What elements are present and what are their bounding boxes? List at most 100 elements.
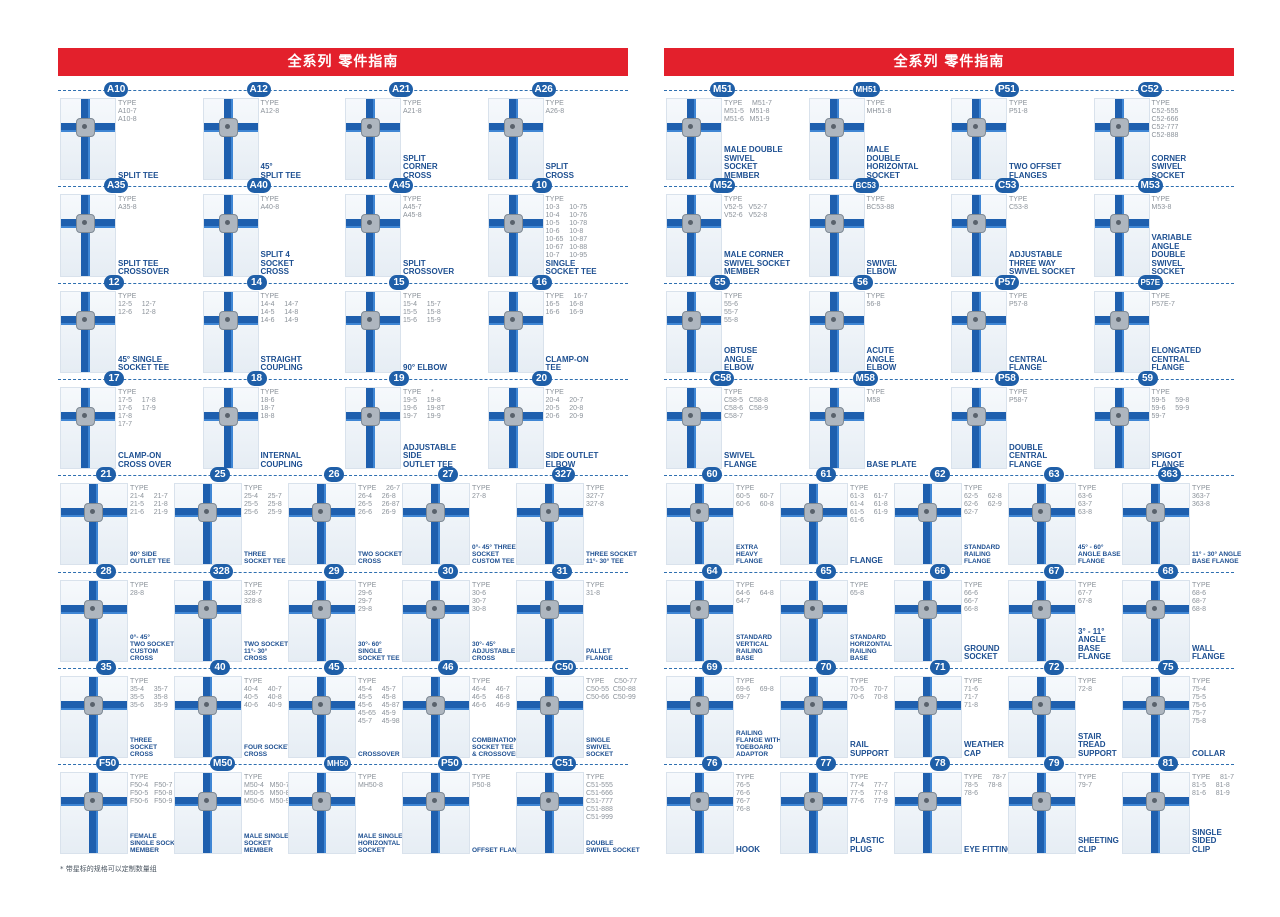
- catalog-row: F50 TYPE F50-4 F50-7 F50-5 F50-8 F50-6 F5…: [58, 756, 640, 856]
- product-card[interactable]: C50 TYPE C50-77 C50-55 C50-88 C50-66 C50-…: [514, 659, 637, 760]
- product-card[interactable]: 60 TYPE 60-5 60-7 60-6 60-8 EXTRA HEAVY FL…: [664, 467, 774, 567]
- product-card[interactable]: 10 TYPE 10-3 10-75 10-4 10-76 10-5 10-78 …: [486, 178, 625, 278]
- product-card[interactable]: A21 TYPE A21-8 SPLIT CORNER CROSS: [343, 82, 482, 182]
- product-card[interactable]: P57E TYPE P57E-7 ELONGATED CENTRAL FLANGE: [1092, 274, 1231, 375]
- type-codes: TYPE 69-6 69-8 69-7: [736, 677, 774, 701]
- product-card[interactable]: C58 TYPE C58-5 C58-8 C58-6 C58-9 C58-7 SWI…: [664, 370, 803, 471]
- product-card[interactable]: MH50 TYPE MH50-8 MALE SINGLE HORIZONTAL SO…: [286, 756, 402, 856]
- product-card[interactable]: 76 TYPE 76-5 76-6 76-7 76-8 HOOK: [664, 756, 774, 856]
- product-card[interactable]: 28 TYPE 28-8 0°- 45° TWO SOCKET CUSTOM CRO…: [58, 563, 174, 664]
- product-photo: [894, 675, 962, 759]
- product-card[interactable]: 75 TYPE 75-4 75-5 75-6 75-7 75-8 COLLAR: [1120, 659, 1230, 760]
- product-card[interactable]: 21 TYPE 21-4 21-7 21-5 21-8 21-6 21-9 90° …: [58, 467, 170, 567]
- product-card[interactable]: P57 TYPE P57-8 CENTRAL FLANGE: [949, 274, 1088, 375]
- product-info: TYPE C53-8 ADJUSTABLE THREE WAY SWIVEL SO…: [1009, 196, 1086, 276]
- product-card[interactable]: C53 TYPE C53-8 ADJUSTABLE THREE WAY SWIVEL…: [949, 178, 1088, 278]
- product-card[interactable]: M51 TYPE M51-7 M51-5 M51-8 M51-6 M51-9 MAL…: [664, 82, 803, 182]
- product-card[interactable]: 31 TYPE 31-8 PALLET FLANGE: [514, 563, 624, 664]
- product-card[interactable]: 66 TYPE 66-6 66-7 66-8 GROUND SOCKET: [892, 563, 1002, 664]
- product-name: SPLIT CORNER CROSS: [403, 153, 438, 180]
- product-card[interactable]: A35 TYPE A35-8 SPLIT TEE CROSSOVER: [58, 178, 197, 278]
- product-card[interactable]: 56 TYPE 56-8 ACUTE ANGLE ELBOW: [807, 274, 946, 375]
- product-card[interactable]: 17 TYPE 17-5 17-8 17-6 17-9 17-8 17-7 CLAM…: [58, 370, 197, 471]
- product-card[interactable]: 79 TYPE 79-7 SHEETING CLIP: [1006, 756, 1119, 856]
- product-card[interactable]: 55 TYPE 55-6 55-7 55-8 OBTUSE ANGLE ELBOW: [664, 274, 803, 375]
- product-card[interactable]: 61 TYPE 61-3 61-7 61-4 61-8 61-5 61-9 61-…: [778, 467, 888, 567]
- product-card[interactable]: 15 TYPE 15-4 15-7 15-5 15-8 15-6 15-9 90° …: [343, 274, 482, 375]
- product-card[interactable]: 69 TYPE 69-6 69-8 69-7 RAILING FLANGE WITH…: [664, 659, 781, 760]
- product-card[interactable]: 18 TYPE 18-6 18-7 18-8 INTERNAL COUPLING: [201, 370, 340, 471]
- product-card[interactable]: A10 TYPE A10-7 A10-8 SPLIT TEE: [58, 82, 197, 182]
- product-card[interactable]: 30 TYPE 30-6 30-7 30-8 30°- 45° ADJUSTABLE…: [400, 563, 515, 664]
- product-code-badge: 60: [702, 467, 722, 483]
- type-codes: TYPE 62-5 62-8 62-6 62-9 62-7: [964, 485, 1002, 517]
- product-card[interactable]: M50 TYPE M50-4 M50-7 M50-5 M50-8 M50-6 M5…: [172, 756, 290, 856]
- product-code-badge: A10: [104, 82, 129, 97]
- product-card[interactable]: 67 TYPE 67-7 67-8 3° - 11° ANGLE BASE FLAN…: [1006, 563, 1116, 664]
- product-card[interactable]: 78 TYPE 78-7 78-5 78-8 78-6 EYE FITTING: [892, 756, 1013, 856]
- product-code-badge: 75: [1158, 659, 1178, 675]
- row-divider: [664, 90, 1234, 91]
- product-card[interactable]: 77 TYPE 77-4 77-7 77-5 77-8 77-6 77-9 PLAS…: [778, 756, 888, 856]
- type-codes: TYPE 72-8: [1078, 677, 1097, 693]
- page-banner: 全系列 零件指南: [664, 48, 1234, 76]
- product-card[interactable]: 65 TYPE 65-8 STANDARD HORIZONTAL RAILING B…: [778, 563, 892, 664]
- product-code-badge: 35: [96, 659, 116, 675]
- product-card[interactable]: A12 TYPE A12-8 45° SPLIT TEE: [201, 82, 340, 182]
- product-name: STANDARD VERTICAL RAILING BASE: [736, 633, 772, 662]
- catalog-row: 28 TYPE 28-8 0°- 45° TWO SOCKET CUSTOM CRO…: [58, 563, 628, 664]
- row-divider: [58, 186, 628, 188]
- product-card[interactable]: M58 TYPE M58 BASE PLATE: [807, 370, 946, 471]
- product-name: SPLIT TEE CROSSOVER: [118, 258, 170, 277]
- product-card[interactable]: A45 TYPE A45-7 A45-8 SPLIT CROSSOVER: [343, 178, 482, 278]
- product-card[interactable]: 20 TYPE 20-4 20-7 20-5 20-8 20-6 20-9 SIDE…: [486, 370, 625, 471]
- product-card[interactable]: 29 TYPE 29-6 29-7 29-8 30°- 60° SINGLE SOC…: [286, 563, 400, 664]
- product-card[interactable]: 25 TYPE 25-4 25-7 25-5 25-8 25-6 25-9 THRE…: [172, 467, 286, 567]
- product-info: TYPE A21-8 SPLIT CORNER CROSS: [403, 100, 480, 180]
- product-card[interactable]: A26 TYPE A26-8 SPLIT CROSS: [486, 82, 625, 182]
- product-card[interactable]: 81 TYPE 81-7 81-5 81-8 81-6 81-9 SINGLE SI…: [1120, 756, 1234, 856]
- product-card[interactable]: F50 TYPE F50-4 F50-7 F50-5 F50-8 F50-6 F5…: [58, 756, 183, 856]
- product-name: 90° ELBOW: [403, 363, 448, 373]
- product-code-badge: A26: [531, 82, 556, 97]
- type-codes: TYPE A10-7 A10-8: [118, 100, 137, 123]
- product-card[interactable]: 363 TYPE 363-7 363-8 11° - 30° ANGLE BASE …: [1120, 467, 1241, 567]
- product-card[interactable]: C52 TYPE C52-555 C52-666 C52-777 C52-888 C…: [1092, 82, 1231, 182]
- product-card[interactable]: P58 TYPE P58-7 DOUBLE CENTRAL FLANGE: [949, 370, 1088, 471]
- product-info: TYPE P50-8 OFFSET FLANGE: [472, 774, 526, 854]
- product-card[interactable]: 64 TYPE 64-6 64-8 64-7 STANDARD VERTICAL R…: [664, 563, 774, 664]
- product-card[interactable]: 12 TYPE 12-5 12-7 12-6 12-8 45° SINGLE SOC…: [58, 274, 197, 375]
- product-card[interactable]: 59 TYPE 59-5 59-8 59-6 59-9 59-7 SPIGOT FL…: [1092, 370, 1231, 471]
- product-card[interactable]: 45 TYPE 45-4 45-7 45-5 45-8 45-6 45-87 45…: [286, 659, 400, 760]
- product-card[interactable]: 35 TYPE 35-4 35-7 35-5 35-8 35-6 35-9 THRE…: [58, 659, 168, 760]
- product-card[interactable]: M53 TYPE M53-8 VARIABLE ANGLE DOUBLE SWIVE…: [1092, 178, 1231, 278]
- product-card[interactable]: A40 TYPE A40-8 SPLIT 4 SOCKET CROSS: [201, 178, 340, 278]
- product-card[interactable]: 26 TYPE 26-7 26-4 26-8 26-5 26-87 26-6 26…: [286, 467, 402, 567]
- type-codes: TYPE 79-7: [1078, 774, 1097, 790]
- product-card[interactable]: P50 TYPE P50-8 OFFSET FLANGE: [400, 756, 526, 856]
- catalog-row: 35 TYPE 35-4 35-7 35-5 35-8 35-6 35-9 THRE…: [58, 659, 637, 760]
- product-card[interactable]: 63 TYPE 63-6 63-7 63-8 45° - 60° ANGLE BAS…: [1006, 467, 1121, 567]
- product-card[interactable]: 72 TYPE 72-8 STAIR TREAD SUPPORT: [1006, 659, 1117, 760]
- product-card[interactable]: 14 TYPE 14-4 14-7 14-5 14-8 14-6 14-9 STRA…: [201, 274, 340, 375]
- type-codes: TYPE M58: [866, 388, 885, 404]
- product-card[interactable]: 71 TYPE 71-6 71-7 71-8 WEATHER CAP: [892, 659, 1004, 760]
- product-card[interactable]: C51 TYPE C51-555 C51-666 C51-777 C51-888 …: [514, 756, 640, 856]
- product-card[interactable]: MH51 TYPE MH51-8 MALE DOUBLE HORIZONTAL SO…: [807, 82, 946, 182]
- product-info: TYPE 68-6 68-7 68-8 WALL FLANGE: [1192, 582, 1228, 662]
- product-card[interactable]: 68 TYPE 68-6 68-7 68-8 WALL FLANGE: [1120, 563, 1230, 664]
- product-card[interactable]: 62 TYPE 62-5 62-8 62-6 62-9 62-7 STANDARD …: [892, 467, 1002, 567]
- product-card[interactable]: 16 TYPE 16-7 16-5 16-8 16-6 16-9 CLAMP-ON …: [486, 274, 625, 375]
- product-card[interactable]: P51 TYPE P51-8 TWO OFFSET FLANGES: [949, 82, 1088, 182]
- product-photo: [1122, 675, 1190, 759]
- product-card[interactable]: 46 TYPE 46-4 46-7 46-5 46-8 46-6 46-9 COMB…: [400, 659, 520, 760]
- product-card[interactable]: 19 TYPE * 19-5 19-8 19-6 19-8T 19-7 19-9 A…: [343, 370, 482, 471]
- product-card[interactable]: 328 TYPE 328-7 328-8 TWO SOCKET 11°- 30° C…: [172, 563, 288, 664]
- product-card[interactable]: BC53 TYPE BC53-88 SWIVEL ELBOW: [807, 178, 946, 278]
- product-name: SPLIT CROSSOVER: [403, 258, 455, 277]
- product-card[interactable]: 27 TYPE 27-8 0°- 45° THREE SOCKET CUSTOM T…: [400, 467, 516, 567]
- product-card[interactable]: 70 TYPE 70-5 70-7 70-6 70-8 RAIL SUPPORT: [778, 659, 889, 760]
- product-card[interactable]: 40 TYPE 40-4 40-7 40-5 40-8 40-6 40-9 FOUR…: [172, 659, 291, 760]
- product-card[interactable]: M52 TYPE V52-5 V52-7 V52-6 V52-8 MALE CORN…: [664, 178, 803, 278]
- product-card[interactable]: 327 TYPE 327-7 327-8 THREE SOCKET 11°- 30°…: [514, 467, 637, 567]
